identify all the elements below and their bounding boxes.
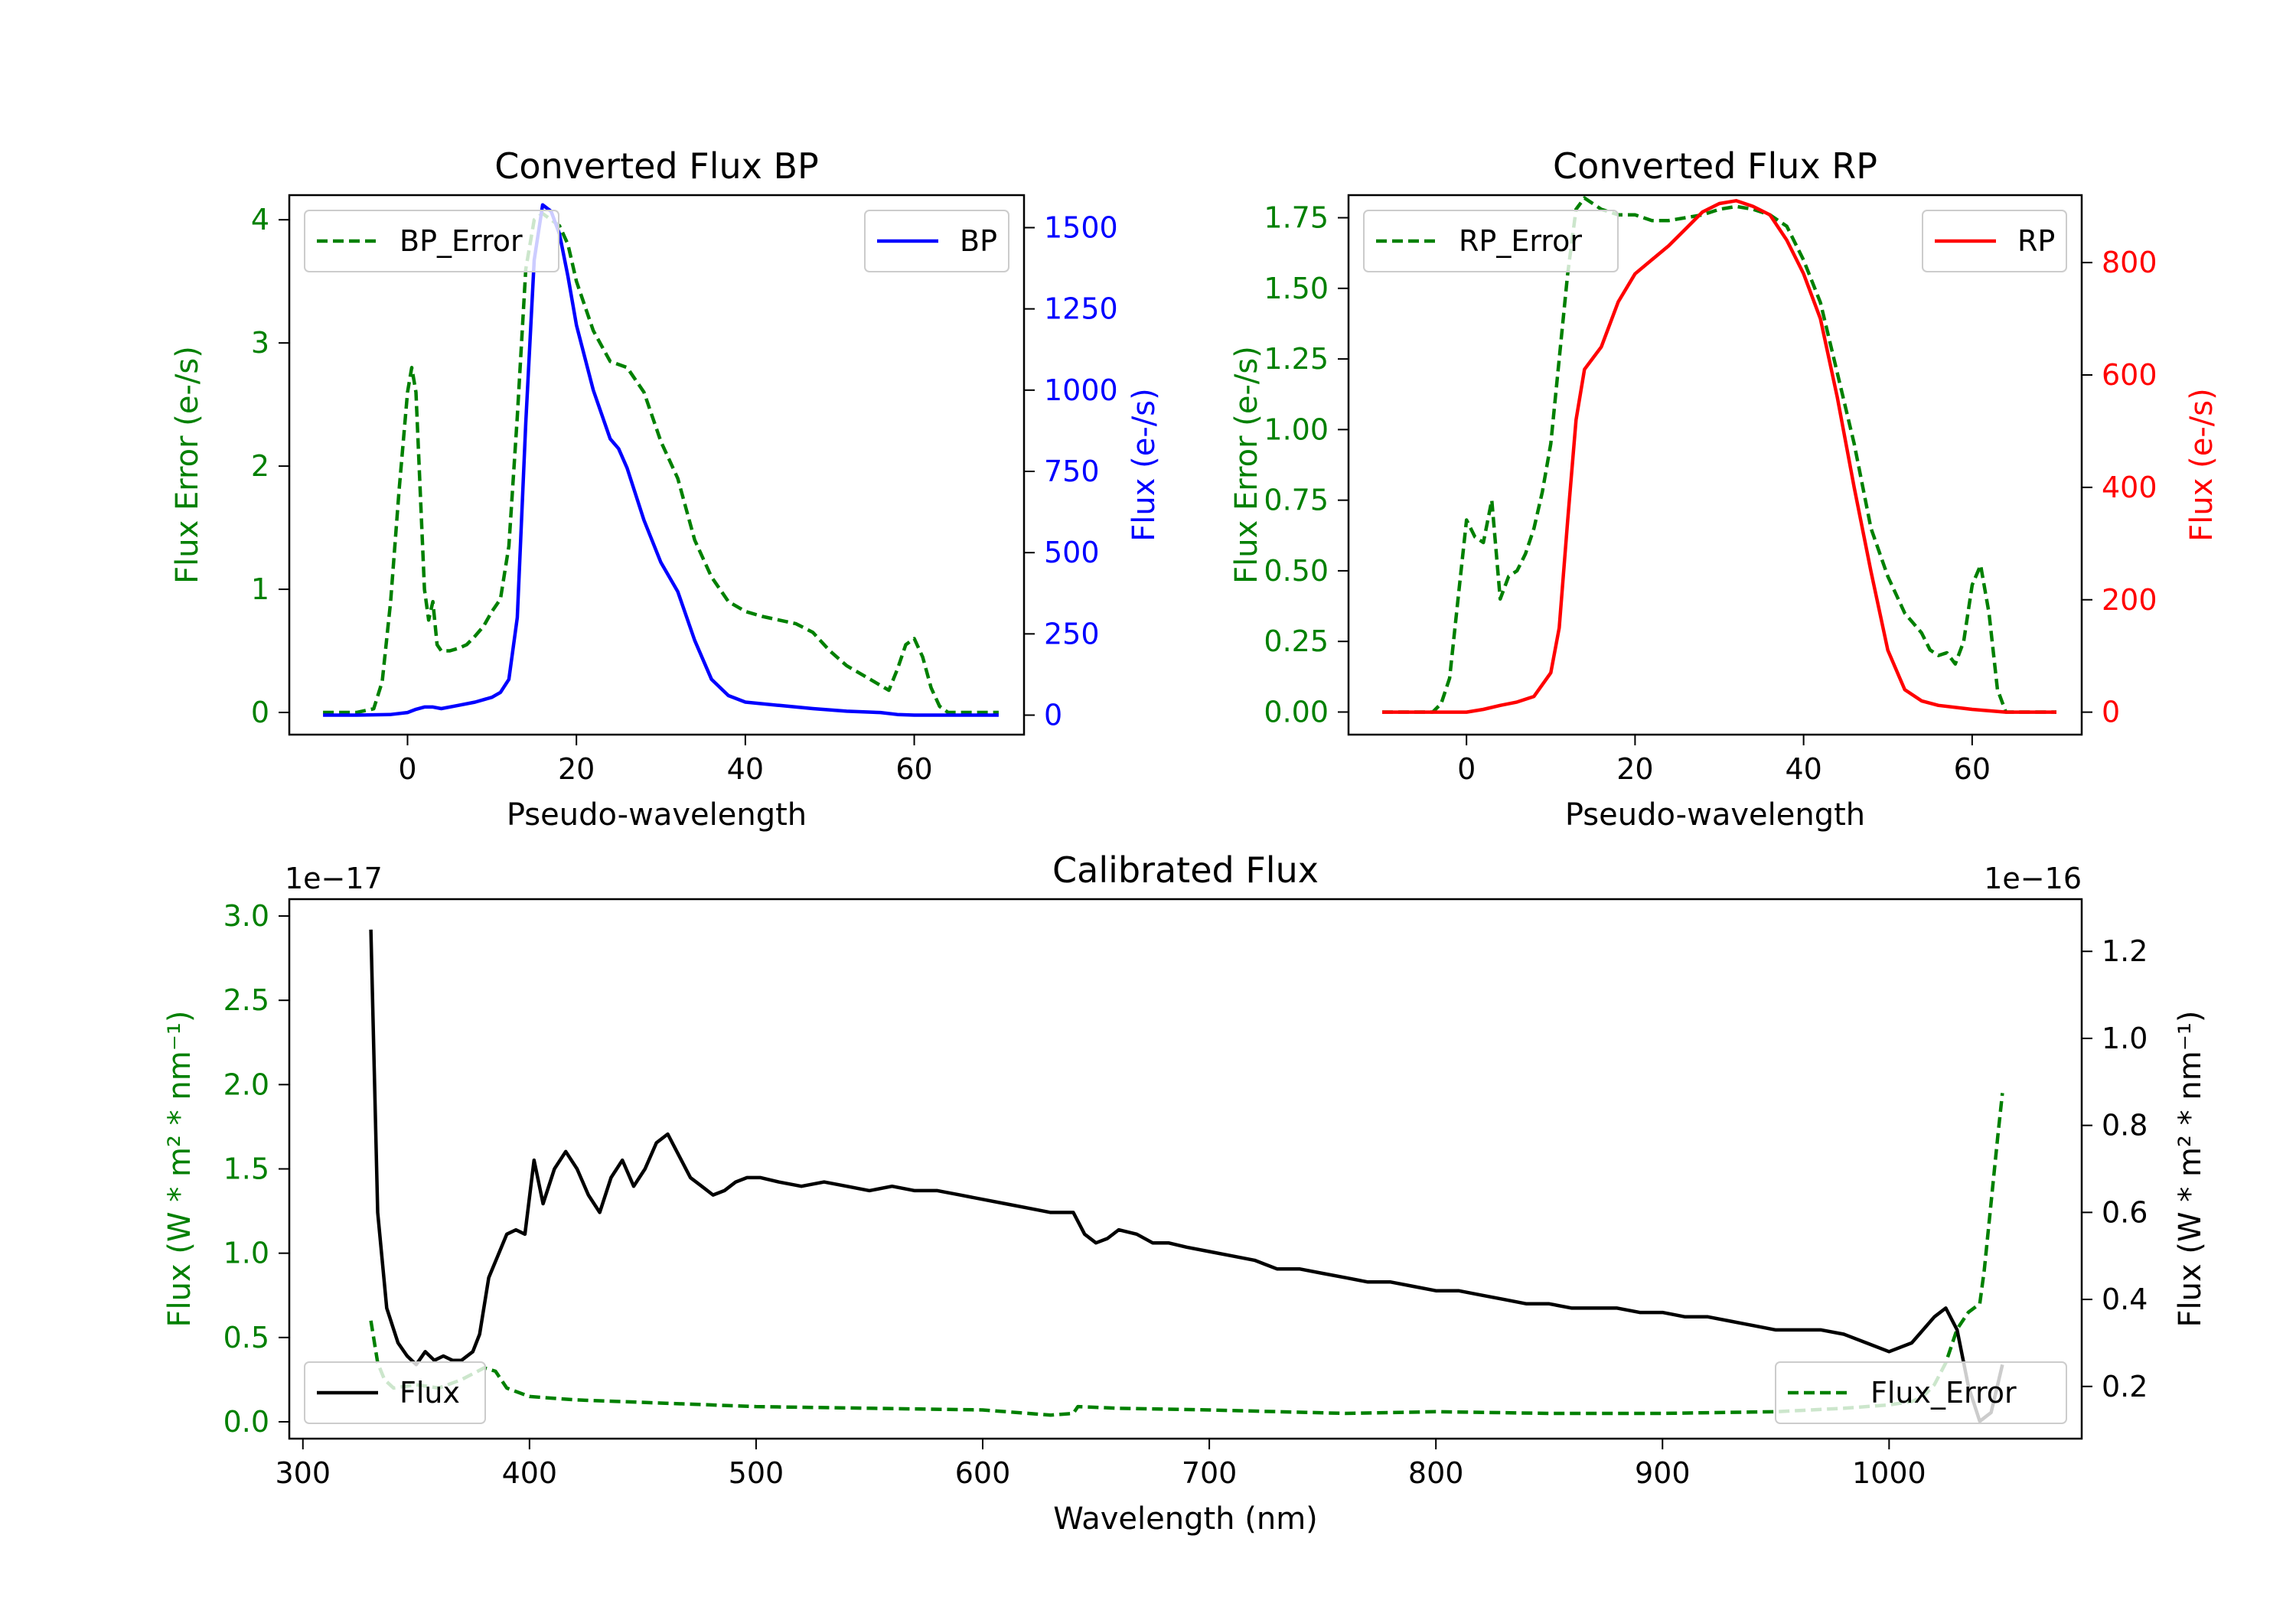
legend-label: Flux_Error: [1870, 1376, 2017, 1410]
legend-box: [304, 1361, 486, 1424]
plot-frame: [1347, 194, 2083, 736]
y-right-tick-label: 0.4: [2102, 1283, 2148, 1316]
y-right-tick-label: 0.2: [2102, 1370, 2148, 1403]
series-line-flux: [369, 929, 2004, 1423]
x-tick-label: 400: [502, 1456, 558, 1490]
y-right-tick-label: 200: [2102, 583, 2157, 617]
y-right-tick-label: 0.8: [2102, 1109, 2148, 1143]
y-left-tick-label: 2.5: [223, 983, 269, 1017]
x-axis-label: Pseudo-wavelength: [1565, 797, 1865, 833]
y-left-offset-label: 1e−17: [285, 862, 383, 895]
y-left-tick-label: 3.0: [223, 899, 269, 933]
legend-rp: RP: [1922, 210, 2067, 272]
legend-label: RP_Error: [1459, 224, 1582, 258]
chart-panel-3: 300 400 500 600 700 800 900 1000 0.0 0.5 1.0 1.5 2.0…: [162, 849, 2208, 1537]
y-left-tick-label: 1.75: [1264, 201, 1329, 235]
y-right-tick-label: 400: [2102, 471, 2157, 504]
chart-panel-1: 0 20 40 60012340250500750100012501500Conver…: [170, 145, 1162, 833]
y-right-tick-label: 1250: [1044, 292, 1118, 326]
x-tick-label: 900: [1635, 1456, 1691, 1490]
legend-bp-error: BP_Error: [304, 210, 559, 272]
x-axis-label: Wavelength (nm): [1053, 1501, 1318, 1537]
y-right-tick-label: 1500: [1044, 210, 1118, 244]
series-line-rp: [1382, 199, 2056, 714]
y-left-tick-label: 0.5: [223, 1321, 269, 1354]
y-left-tick-label: 1.00: [1264, 412, 1329, 446]
x-tick-label: 700: [1182, 1456, 1238, 1490]
y-left-tick-label: 1.25: [1264, 342, 1329, 376]
y-left-axis-label: Flux Error (e-/s): [170, 346, 205, 584]
y-left-tick-label: 0.00: [1264, 695, 1329, 729]
x-tick-label: 500: [729, 1456, 784, 1490]
y-left-tick-label: 0.0: [223, 1405, 269, 1439]
y-right-tick-label: 600: [2102, 358, 2157, 392]
x-tick-label: 40: [727, 752, 764, 786]
y-left-axis-label: Flux (W * m² * nm⁻¹): [162, 1011, 197, 1328]
y-right-tick-label: 1.2: [2102, 934, 2148, 968]
chart-title: Converted Flux BP: [494, 145, 819, 187]
series-line-bp-error: [323, 211, 999, 715]
x-tick-label: 60: [1954, 752, 1991, 786]
legend-bp: BP: [864, 210, 1009, 272]
y-right-axis-label: Flux (e-/s): [2184, 388, 2219, 541]
y-left-tick-label: 0.75: [1264, 484, 1329, 517]
legend-label: RP: [2017, 224, 2055, 258]
y-right-tick-label: 0: [1044, 699, 1062, 732]
plot-frame: [288, 194, 1026, 736]
chart-title: Calibrated Flux: [1052, 849, 1319, 891]
y-right-tick-label: 0: [2102, 696, 2120, 729]
y-left-axis-label: Flux Error (e-/s): [1229, 346, 1264, 584]
y-left-tick-label: 0.50: [1264, 554, 1329, 588]
y-right-offset-label: 1e−16: [1984, 862, 2082, 895]
legend-box: [1363, 210, 1619, 272]
y-right-axis-label: Flux (e-/s): [1127, 388, 1162, 541]
y-right-tick-label: 750: [1044, 455, 1100, 488]
y-right-tick-label: 500: [1044, 536, 1100, 569]
legend-label: BP: [960, 224, 997, 258]
y-right-tick-label: 250: [1044, 617, 1100, 650]
legend-label: Flux: [400, 1376, 460, 1410]
x-tick-label: 20: [558, 752, 595, 786]
y-left-tick-label: 0: [251, 696, 269, 729]
y-left-tick-label: 1.50: [1264, 272, 1329, 305]
y-left-tick-label: 0.25: [1264, 624, 1329, 658]
y-left-tick-label: 2: [251, 449, 269, 483]
x-tick-label: 1000: [1852, 1456, 1926, 1490]
y-right-tick-label: 0.6: [2102, 1195, 2148, 1229]
y-right-tick-label: 1.0: [2102, 1022, 2148, 1055]
legend-box: [1775, 1361, 2067, 1424]
x-axis-label: Pseudo-wavelength: [507, 797, 807, 833]
y-right-axis-label: Flux (W * m² * nm⁻¹): [2173, 1011, 2208, 1328]
chart-panel-2: 0 20 40 60 0.00 0.25 0.50 0.75 1.00 1.25 1.50 1.75 0…: [1229, 145, 2219, 833]
chart-title: Converted Flux RP: [1553, 145, 1877, 187]
y-left-tick-label: 2.0: [223, 1068, 269, 1101]
x-tick-label: 800: [1408, 1456, 1464, 1490]
x-tick-label: 0: [1457, 752, 1476, 786]
x-tick-label: 40: [1785, 752, 1821, 786]
y-left-tick-label: 1.0: [223, 1237, 269, 1270]
series-line-flux-error: [369, 1093, 2004, 1417]
series-line-rp-error: [1382, 196, 2056, 714]
y-left-tick-label: 1: [251, 572, 269, 606]
legend-label: BP_Error: [400, 224, 523, 258]
legend-rp-error: RP_Error: [1363, 210, 1619, 272]
x-tick-label: 600: [955, 1456, 1011, 1490]
x-tick-label: 20: [1616, 752, 1653, 786]
y-left-tick-label: 4: [251, 203, 269, 236]
legend-box: [304, 210, 559, 272]
y-left-tick-label: 3: [251, 326, 269, 360]
x-tick-label: 300: [275, 1456, 331, 1490]
y-right-tick-label: 1000: [1044, 373, 1118, 407]
y-right-tick-label: 800: [2102, 246, 2157, 279]
x-tick-label: 0: [398, 752, 416, 786]
legend-flux-error: Flux_Error: [1775, 1361, 2067, 1424]
series-line-bp: [323, 203, 999, 717]
y-left-tick-label: 1.5: [223, 1152, 269, 1186]
legend-flux: Flux: [304, 1361, 486, 1424]
x-tick-label: 60: [895, 752, 932, 786]
